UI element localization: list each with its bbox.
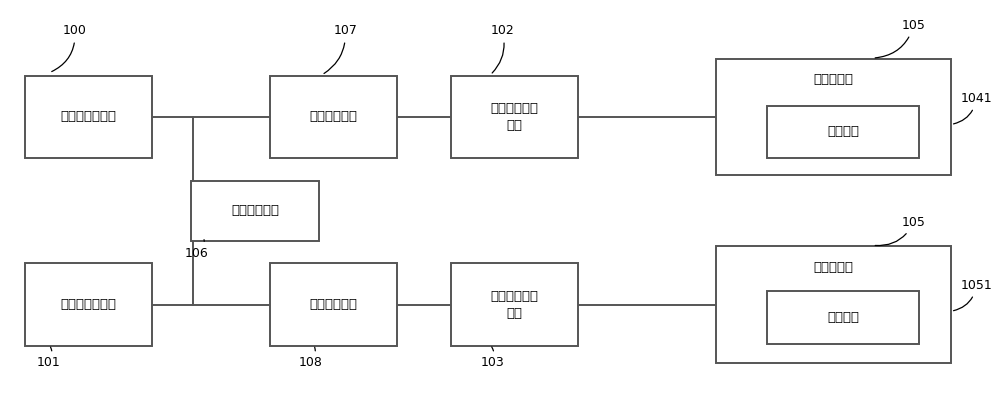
Bar	[270, 263, 397, 346]
Text: 105: 105	[875, 216, 926, 245]
Text: 第一开关组件: 第一开关组件	[231, 204, 279, 217]
Text: 1051: 1051	[954, 279, 992, 311]
Text: 第二天线: 第二天线	[827, 311, 859, 324]
Text: 1041: 1041	[954, 92, 992, 124]
Bar	[25, 263, 152, 346]
Bar	[767, 106, 919, 158]
Text: 100: 100	[52, 24, 87, 71]
Bar	[716, 59, 951, 175]
Text: 第一天线组: 第一天线组	[813, 73, 853, 86]
Text: 第二开关组件: 第二开关组件	[309, 111, 357, 123]
Bar	[270, 76, 397, 158]
Text: 101: 101	[36, 347, 60, 369]
Text: 第一天线: 第一天线	[827, 126, 859, 138]
Text: 106: 106	[184, 240, 208, 260]
Text: 103: 103	[480, 347, 504, 369]
Text: 108: 108	[299, 347, 323, 369]
Bar	[716, 247, 951, 363]
Text: 第二天线组: 第二天线组	[813, 261, 853, 274]
Bar	[25, 76, 152, 158]
Text: 105: 105	[875, 19, 926, 58]
Bar	[191, 181, 319, 241]
Text: 102: 102	[490, 24, 514, 73]
Text: 第二射频发送
模块: 第二射频发送 模块	[491, 290, 539, 320]
Bar	[451, 76, 578, 158]
Bar	[767, 291, 919, 344]
Text: 第一射频发送
模块: 第一射频发送 模块	[491, 102, 539, 132]
Text: 107: 107	[324, 24, 357, 73]
Bar	[451, 263, 578, 346]
Text: 第二信号发射机: 第二信号发射机	[60, 298, 116, 311]
Text: 第三开关组件: 第三开关组件	[309, 298, 357, 311]
Text: 第一信号发射机: 第一信号发射机	[60, 111, 116, 123]
